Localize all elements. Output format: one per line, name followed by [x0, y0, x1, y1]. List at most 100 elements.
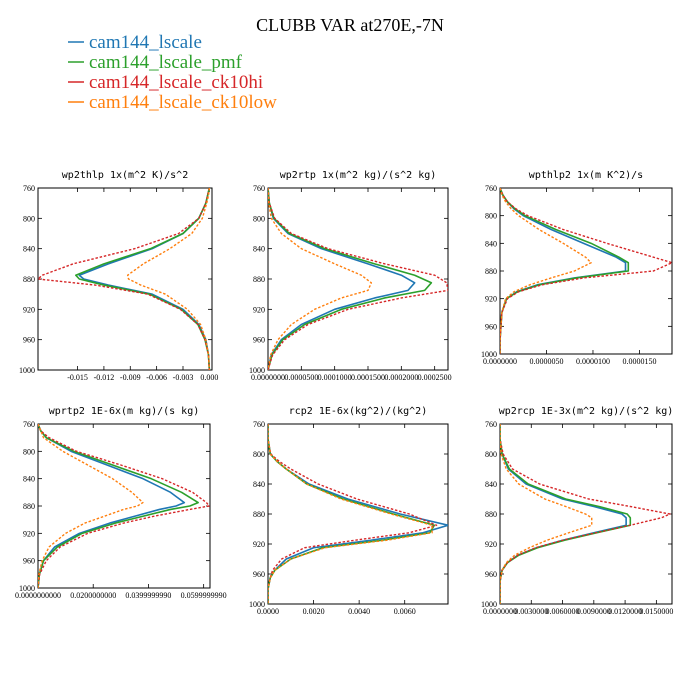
y-tick-label: 840 [485, 480, 497, 489]
chart-panel-3: wpthlp2 1x(m K^2)/s 760 800 840 880 920 960 100… [481, 170, 673, 366]
x-tick-label: -0.006 [146, 373, 167, 382]
series-line-cam144-lscale-pmf [500, 424, 632, 604]
series-line-cam144-lscale [38, 424, 186, 588]
y-tick-label: 920 [253, 540, 265, 549]
y-tick-label: 760 [253, 184, 265, 193]
legend-label: cam144_lscale_ck10hi [89, 72, 263, 93]
y-tick-label: 840 [23, 245, 35, 254]
plot-frame [499, 187, 673, 355]
x-tick-label: 0.0150000 [639, 607, 673, 616]
chart-panel-1: wp2thlp 1x(m^2 K)/s^2 760 800 840 880 920 960 1… [19, 170, 218, 382]
y-tick-label: 880 [485, 510, 497, 519]
x-tick-label: 0.0000050 [529, 357, 563, 366]
x-tick-label: 0.0000000 [483, 607, 517, 616]
x-tick-label: 0.0000500 [284, 373, 318, 382]
x-tick-label: 0.0599999990 [181, 591, 227, 600]
y-tick-label: 840 [253, 480, 265, 489]
series-line-cam144-lscale-ck10low [500, 424, 593, 604]
legend-entry: cam144_lscale_ck10low [68, 92, 277, 113]
legend: cam144_lscalecam144_lscale_pmfcam144_lsc… [68, 32, 277, 113]
panel-title: rcp2 1E-6x(kg^2)/(kg^2) [289, 406, 427, 417]
chart-panel-5: rcp2 1E-6x(kg^2)/(kg^2) 760 800 840 880 920 96… [249, 406, 449, 616]
y-tick-label: 1000 [19, 584, 35, 593]
legend-label: cam144_lscale_ck10low [89, 92, 277, 113]
x-tick-label: 0.0060 [394, 607, 416, 616]
y-tick-label: 960 [485, 570, 497, 579]
series-line-cam144-lscale-ck10hi [500, 424, 671, 604]
y-tick-label: 800 [253, 214, 265, 223]
y-tick-label: 800 [23, 214, 35, 223]
y-tick-label: 960 [23, 336, 35, 345]
x-tick-label: 0.0000000 [251, 373, 285, 382]
y-tick-label: 960 [23, 557, 35, 566]
legend-label: cam144_lscale [89, 32, 202, 53]
y-tick-label: 960 [253, 570, 265, 579]
y-tick-label: 1000 [481, 600, 497, 609]
x-tick-label: -0.012 [94, 373, 115, 382]
y-tick-label: 760 [485, 420, 497, 429]
y-tick-label: 960 [253, 336, 265, 345]
x-tick-label: 0.0000150 [622, 357, 656, 366]
series-line-cam144-lscale [268, 188, 416, 370]
x-tick-label: 0.0399999990 [125, 591, 171, 600]
x-tick-label: 0.0020 [303, 607, 325, 616]
panel-title: wp2thlp 1x(m^2 K)/s^2 [62, 170, 188, 181]
plot-frame [37, 423, 211, 589]
y-tick-label: 840 [253, 245, 265, 254]
panel-title: wprtp2 1E-6x(m kg)/(s kg) [49, 406, 200, 417]
y-tick-label: 920 [485, 540, 497, 549]
figure-title: CLUBB VAR at270E,-7N [256, 15, 444, 35]
y-tick-label: 920 [23, 305, 35, 314]
y-tick-label: 1000 [481, 350, 497, 359]
x-tick-label: 0.000 [200, 373, 218, 382]
series-line-cam144-lscale-pmf [268, 188, 433, 370]
legend-entry: cam144_lscale_ck10hi [68, 72, 263, 93]
x-tick-label: -0.003 [173, 373, 194, 382]
series-line-cam144-lscale [78, 188, 211, 370]
chart-panel-4: wprtp2 1E-6x(m kg)/(s kg) 760 800 840 880 920… [15, 406, 227, 600]
y-tick-label: 880 [253, 510, 265, 519]
x-tick-label: 0.0030000 [514, 607, 548, 616]
panels: wp2thlp 1x(m^2 K)/s^2 760 800 840 880 920 960 1… [15, 170, 673, 616]
y-tick-label: 760 [23, 184, 35, 193]
panel-title: wp2rcp 1E-3x(m^2 kg)/(s^2 kg) [499, 406, 674, 417]
legend-entry: cam144_lscale_pmf [68, 52, 243, 73]
x-tick-label: 0.0090000 [577, 607, 611, 616]
x-tick-label: 0.0120000 [608, 607, 642, 616]
x-tick-label: 0.0000100 [576, 357, 610, 366]
series-line-cam144-lscale-ck10hi [38, 424, 210, 588]
series-line-cam144-lscale-ck10hi [268, 424, 438, 604]
y-tick-label: 840 [485, 239, 497, 248]
series-line-cam144-lscale-ck10hi [38, 188, 211, 370]
legend-label: cam144_lscale_pmf [89, 52, 243, 73]
plot-frame [37, 187, 213, 371]
x-tick-label: 0.0040 [348, 607, 370, 616]
chart-panel-2: wp2rtp 1x(m^2 kg)/(s^2 kg) 760 800 840 880 92… [249, 170, 452, 382]
x-tick-label: 0.0001000 [318, 373, 352, 382]
series-line-cam144-lscale-ck10hi [268, 188, 448, 370]
y-tick-label: 760 [253, 420, 265, 429]
y-tick-label: 840 [23, 475, 35, 484]
chart-panel-6: wp2rcp 1E-3x(m^2 kg)/(s^2 kg)760 800 840 88… [481, 406, 673, 616]
x-tick-label: 0.0002000 [384, 373, 418, 382]
y-tick-label: 880 [253, 275, 265, 284]
y-tick-label: 880 [23, 502, 35, 511]
series-line-cam144-lscale [500, 424, 627, 604]
x-tick-label: -0.009 [120, 373, 141, 382]
series-line-cam144-lscale-ck10low [126, 188, 211, 370]
y-tick-label: 800 [253, 450, 265, 459]
y-tick-label: 880 [23, 275, 35, 284]
y-tick-label: 920 [485, 295, 497, 304]
y-tick-label: 800 [23, 447, 35, 456]
y-tick-label: 760 [23, 420, 35, 429]
x-tick-label: 0.0200000000 [70, 591, 116, 600]
y-tick-label: 800 [485, 450, 497, 459]
x-tick-label: 0.0002500 [418, 373, 452, 382]
series-line-cam144-lscale-ck10hi [500, 188, 672, 354]
plot-frame [267, 423, 449, 605]
series-line-cam144-lscale [268, 424, 448, 604]
panel-title: wp2rtp 1x(m^2 kg)/(s^2 kg) [280, 170, 437, 181]
x-tick-label: -0.015 [67, 373, 88, 382]
y-tick-label: 1000 [249, 366, 265, 375]
